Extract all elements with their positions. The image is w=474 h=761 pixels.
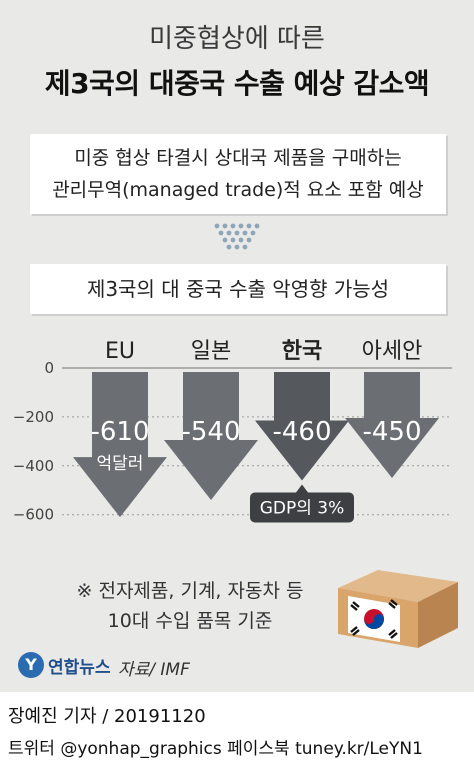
x-tick-label: 아세안 (362, 339, 423, 364)
bar (255, 372, 349, 481)
cardboard-box-with-korean-flag-icon (338, 570, 458, 648)
footnote: ※ 전자제품, 기계, 자동차 등 10대 수입 품목 기준 (60, 576, 320, 636)
y-tick-label: −400 (13, 457, 54, 475)
data-label: -610 (90, 417, 149, 447)
y-tick-label: −600 (13, 506, 54, 524)
x-tick-label: 한국 (282, 339, 322, 364)
info-line-1: 미중 협상 타결시 상대국 제품을 구매하는 (74, 147, 402, 169)
chart-title: 제3국의 대 중국 수출 악영향 가능성 (86, 277, 390, 301)
unit-label: 억달러 (97, 454, 144, 474)
page-title: 제3국의 대중국 수출 예상 감소액 (44, 67, 430, 100)
chart-title-box: 제3국의 대 중국 수출 악영향 가능성 (30, 264, 446, 314)
social-links: 트위터 @yonhap_graphics 페이스북 tuney.kr/LeYN1 (8, 739, 423, 759)
x-tick-label: 일본 (191, 339, 231, 364)
logo-text: 연합뉴스 (48, 657, 111, 678)
y-tick-label: −200 (13, 408, 54, 426)
subtitle: 미중협상에 따른 (149, 24, 325, 54)
data-label: -460 (272, 417, 331, 447)
info-line-2: 관리무역(managed trade)적 요소 포함 예상 (52, 179, 424, 201)
data-label: -450 (362, 417, 421, 447)
data-label: -540 (181, 417, 240, 447)
footnote-line-1: ※ 전자제품, 기계, 자동차 등 (76, 580, 304, 602)
chevron-down-icon (214, 223, 260, 250)
logo-mark: Y (18, 652, 44, 678)
x-tick-label: EU (105, 339, 135, 364)
annotation-pointer (296, 484, 308, 493)
logo: Y 연합뉴스 (18, 652, 111, 680)
annotation-badge (250, 492, 354, 523)
source-label: 자료/ IMF (118, 660, 190, 680)
reporter-credit: 장예진 기자 / 20191120 (8, 706, 206, 727)
bar (73, 372, 167, 518)
annotation-text: GDP의 3% (260, 498, 345, 518)
bar (164, 372, 258, 501)
bar-chart: 0 −200 −400 −600 EU -610 일본 -540 한국 -460 아세안 -450 억달… (13, 339, 452, 524)
info-box: 미중 협상 타결시 상대국 제품을 구매하는 관리무역(managed trad… (30, 134, 446, 214)
y-tick-label: 0 (44, 359, 54, 377)
bar (345, 372, 439, 479)
footnote-line-2: 10대 수입 품목 기준 (107, 610, 273, 632)
